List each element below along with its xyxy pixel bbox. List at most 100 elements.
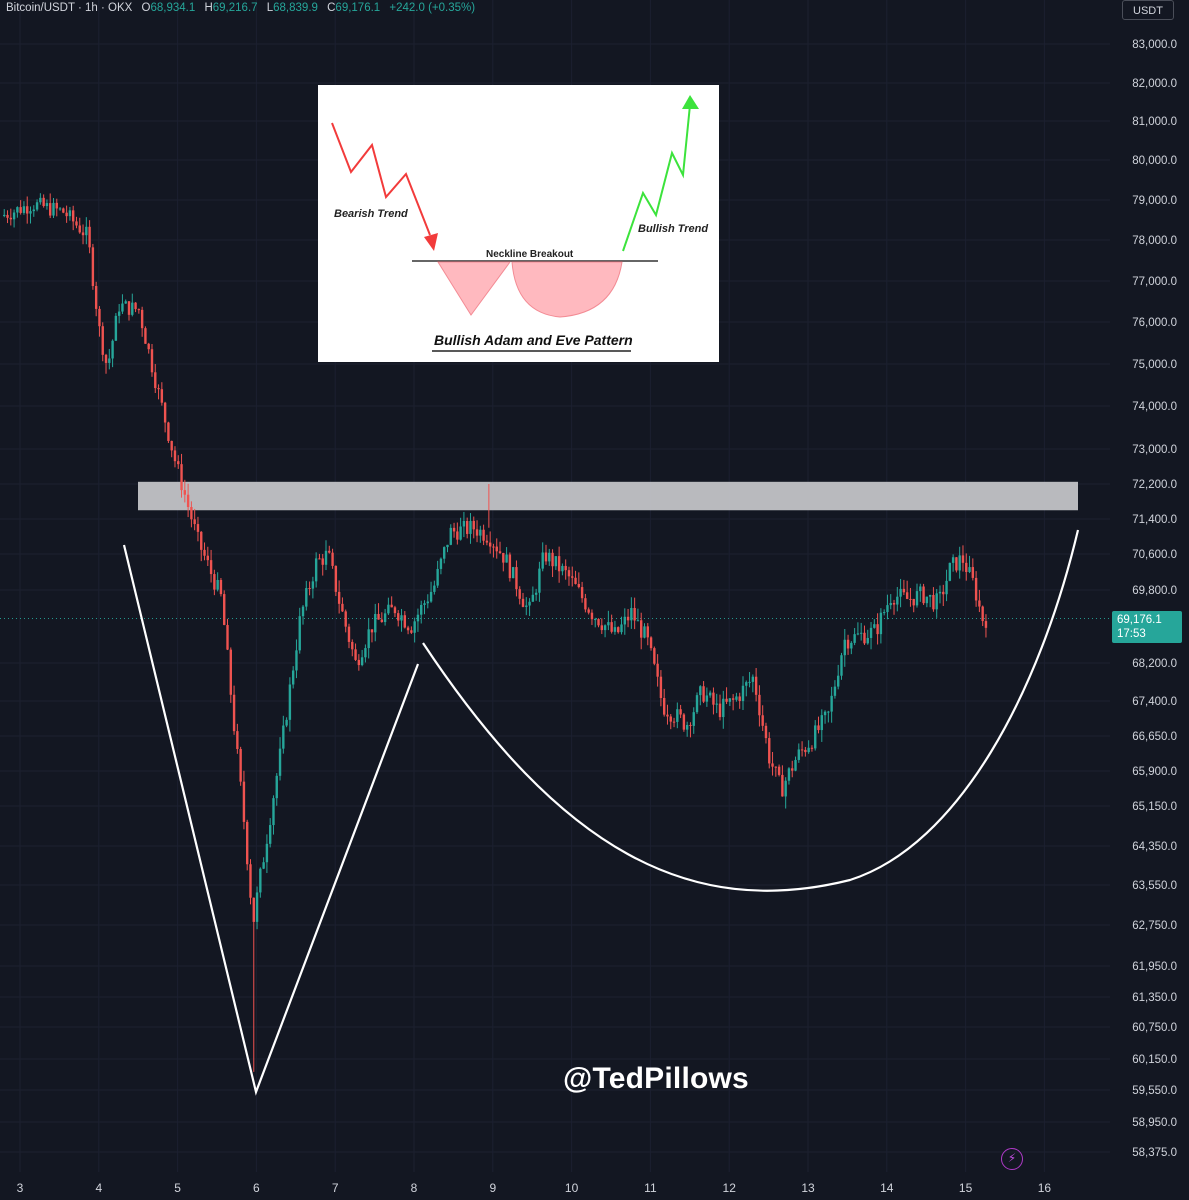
candle-body (984, 621, 988, 628)
candle-body (370, 629, 374, 633)
candle-body (111, 340, 114, 359)
candle-body (541, 552, 544, 569)
candle-body (357, 659, 361, 666)
time-tick-label: 4 (95, 1181, 102, 1195)
candle-body (354, 649, 357, 660)
candle-body (768, 738, 771, 764)
candle-body (777, 766, 781, 775)
time-tick-label: 3 (17, 1181, 24, 1195)
candle-body (295, 650, 298, 671)
candle-body (705, 695, 709, 702)
candle-body (94, 286, 98, 309)
candle-body (3, 214, 6, 216)
currency-unit-button[interactable]: USDT (1122, 0, 1174, 20)
candle-body (955, 557, 958, 571)
candle-body (180, 464, 183, 491)
candle-body (902, 588, 906, 593)
candle-body (196, 524, 200, 532)
candle-body (203, 549, 206, 556)
candle-body (889, 602, 892, 606)
time-tick-label: 15 (959, 1181, 973, 1195)
candle-body (692, 712, 695, 726)
candle-body (45, 203, 49, 207)
candle-body (485, 540, 489, 543)
candle-body (249, 864, 252, 898)
candle-body (932, 594, 935, 610)
candle-body (672, 721, 676, 723)
adam-v-line (122, 544, 420, 1096)
candle-body (774, 766, 778, 768)
candle-body (492, 546, 495, 548)
time-tick-label: 10 (565, 1181, 579, 1195)
candle-body (620, 624, 623, 633)
candle-body (610, 622, 613, 632)
candle-body (163, 402, 167, 423)
candle-body (469, 520, 472, 534)
candle-body (502, 552, 505, 563)
candle-body (810, 747, 814, 749)
candle-body (794, 759, 797, 771)
candle-body (787, 768, 791, 781)
candle-body (791, 768, 794, 771)
watermark-handle: @TedPillows (563, 1062, 749, 1095)
candle-body (712, 692, 715, 705)
candle-body (820, 715, 823, 731)
candle-body (827, 711, 830, 713)
candle-body (456, 531, 459, 540)
candle-body (640, 620, 643, 638)
open-value: 68,934.1 (150, 2, 196, 14)
candle-body (351, 641, 354, 650)
candle-body (528, 601, 531, 606)
close-value: 69,176.1 (335, 2, 381, 14)
lightning-icon[interactable]: ⚡ (1001, 1148, 1023, 1170)
candle-body (219, 579, 223, 595)
candle-body (137, 309, 141, 311)
candle-body (626, 616, 630, 621)
candle-body (252, 897, 255, 922)
candle-body (731, 698, 735, 700)
candle-body (186, 494, 190, 508)
candle-body (29, 211, 32, 214)
eve-curve-line (422, 529, 1080, 892)
price-tick-label: 82,000.0 (1132, 78, 1177, 90)
time-tick-label: 6 (253, 1181, 260, 1195)
candle-body (534, 592, 538, 595)
candle-body (433, 585, 436, 592)
time-tick-label: 7 (332, 1181, 339, 1195)
candle-countdown: 17:53 (1117, 628, 1146, 640)
candle-body (98, 308, 101, 327)
candle-body (511, 567, 515, 579)
candle-body (584, 598, 587, 610)
candle-body (873, 624, 876, 628)
candle-body (863, 632, 866, 644)
candle-body (745, 682, 748, 686)
candle-body (603, 625, 607, 631)
candle-body (741, 685, 745, 702)
candle-body (708, 692, 712, 696)
price-tick-label: 83,000.0 (1132, 39, 1177, 51)
candle-body (508, 554, 512, 579)
candle-body (574, 577, 577, 584)
current-price-value: 69,176.1 (1117, 614, 1162, 626)
candle-body (26, 206, 29, 214)
candle-body (377, 613, 380, 620)
candle-body (239, 749, 242, 782)
price-tick-label: 68,200.0 (1132, 658, 1177, 670)
candle-body (567, 570, 571, 577)
price-tick-label: 65,900.0 (1132, 766, 1177, 778)
candle-body (971, 567, 975, 578)
time-tick-label: 8 (411, 1181, 418, 1195)
candle-body (738, 696, 741, 702)
candle-body (659, 676, 663, 699)
candle-body (945, 580, 948, 595)
candle-body (600, 625, 604, 631)
symbol-header: Bitcoin/USDT · 1h · OKX O68,934.1 H69,21… (6, 2, 475, 14)
candle-body (965, 562, 968, 573)
candle-body (978, 600, 981, 607)
time-tick-label: 5 (174, 1181, 181, 1195)
candle-body (853, 634, 856, 643)
candle-body (538, 568, 541, 593)
candle-body (643, 626, 646, 638)
open-label: O (141, 2, 151, 14)
